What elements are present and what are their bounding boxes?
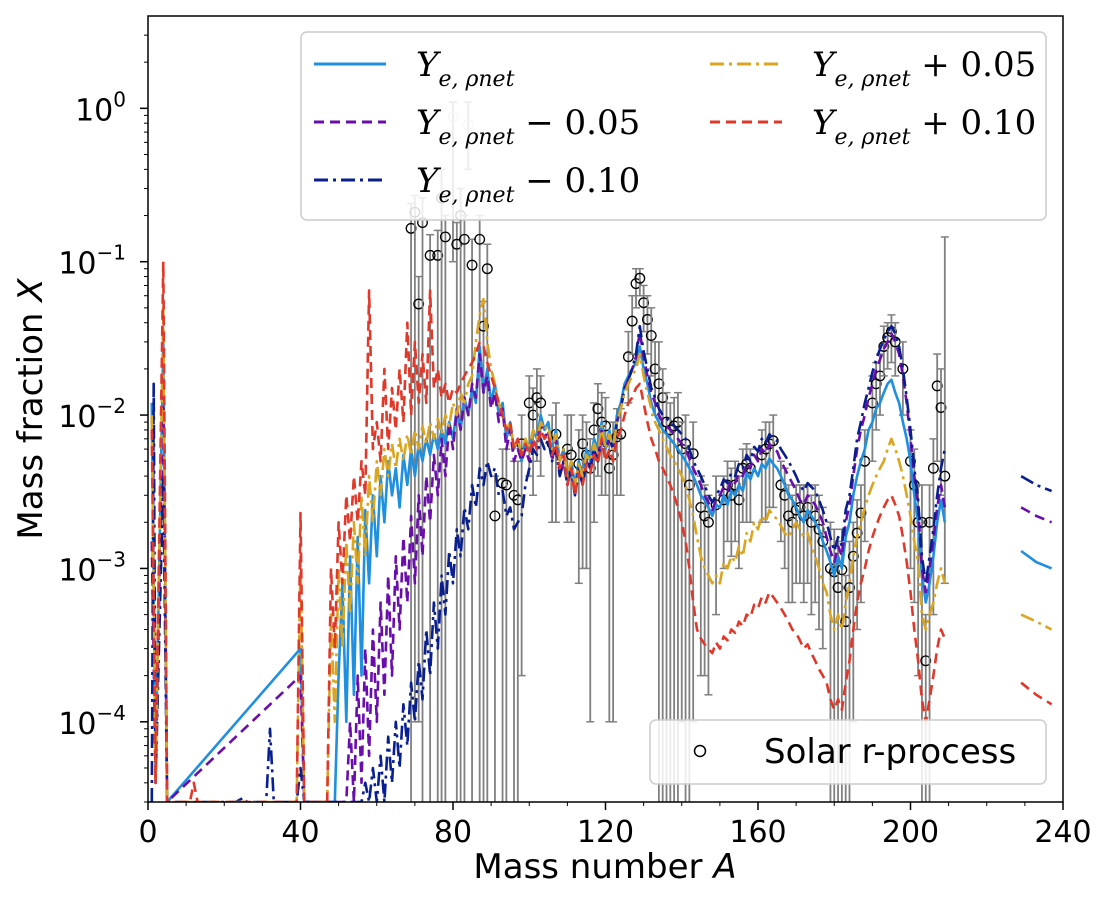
solar-point — [817, 535, 829, 547]
solar-point — [702, 516, 714, 528]
solar-point — [577, 438, 589, 450]
model-series-group — [150, 260, 1053, 802]
solar-point — [878, 341, 890, 352]
solar-point — [527, 409, 539, 421]
series-tail-5 — [1020, 681, 1053, 706]
series-line-4 — [150, 297, 947, 802]
legend-label-4: Ye, ρnet + 0.05 — [812, 45, 1036, 92]
y-tick-label: 10−1 — [58, 241, 126, 282]
legend-label-1: Ye, ρnet — [416, 45, 515, 92]
solar-point — [451, 238, 463, 250]
x-axis-ticks: 0 40 80 120 160 200 240 — [138, 802, 1092, 850]
solar-point — [699, 510, 711, 522]
solar-point — [927, 462, 939, 474]
solar-point — [733, 494, 745, 506]
series-tail-3 — [1020, 474, 1053, 493]
legend-label-3: Ye, ρnet − 0.10 — [416, 161, 640, 208]
solar-point — [481, 263, 493, 275]
y-axis-label: Mass fraction X — [11, 278, 51, 540]
series-line-5 — [150, 260, 946, 802]
solar-point — [565, 449, 577, 461]
solar-point — [500, 479, 512, 491]
series-tail-2 — [1020, 506, 1053, 524]
solar-point — [840, 616, 852, 628]
solar-point — [432, 249, 444, 261]
x-tick-label: 40 — [281, 815, 319, 850]
solar-point — [523, 397, 535, 409]
solar-legend-label: Solar r-process — [764, 732, 1016, 772]
series-line-2 — [150, 330, 947, 802]
solar-point — [424, 249, 436, 261]
solar-point — [535, 397, 547, 409]
solar-point — [920, 655, 932, 667]
solar-point — [664, 424, 676, 436]
solar-point — [466, 259, 478, 271]
solar-legend-box — [649, 719, 1047, 785]
x-tick-label: 160 — [729, 815, 786, 850]
series-tail-1 — [1020, 549, 1053, 570]
x-axis-label: Mass number A — [473, 847, 736, 887]
solar-point — [603, 462, 615, 474]
y-tick-label: 100 — [75, 87, 126, 128]
main-legend-box — [300, 31, 1047, 221]
solar-point — [668, 420, 680, 432]
solar-point — [622, 351, 634, 363]
solar-point — [588, 424, 600, 436]
x-tick-label: 80 — [434, 815, 472, 850]
x-tick-label: 0 — [138, 815, 157, 850]
solar-legend: Solar r-process — [649, 719, 1047, 785]
solar-point — [683, 479, 695, 491]
solar-point — [832, 582, 844, 594]
main-legend: Ye, ρnet Ye, ρnet − 0.05 Ye, ρnet − 0.10 Ye… — [300, 31, 1047, 221]
solar-point — [405, 222, 417, 234]
x-tick-label: 200 — [882, 815, 939, 850]
x-tick-label: 120 — [577, 815, 634, 850]
solar-legend-marker — [693, 744, 707, 758]
solar-point — [474, 233, 486, 245]
y-tick-label: 10−2 — [58, 394, 126, 435]
solar-point — [638, 297, 650, 309]
solar-point — [626, 315, 638, 327]
x-tick-label: 240 — [1034, 815, 1091, 850]
legend-label-5: Ye, ρnet + 0.10 — [812, 103, 1036, 150]
y-axis-ticks: 10−4 10−3 10−2 10−1 100 — [58, 34, 148, 803]
solar-point — [413, 298, 425, 310]
series-tail-4 — [1020, 613, 1053, 631]
solar-point — [592, 403, 604, 415]
legend-label-2: Ye, ρnet − 0.05 — [416, 103, 640, 150]
solar-point — [653, 378, 665, 390]
solar-point — [813, 523, 825, 535]
solar-point — [931, 380, 943, 392]
y-tick-label: 10−4 — [58, 701, 126, 742]
solar-point — [645, 330, 657, 341]
solar-point — [489, 510, 501, 522]
solar-point — [439, 231, 451, 243]
solar-point — [641, 314, 653, 325]
y-tick-label: 10−3 — [58, 547, 126, 588]
solar-point — [634, 272, 646, 284]
solar-point — [844, 582, 855, 594]
solar-point — [935, 402, 947, 413]
series-line-3 — [150, 324, 947, 802]
solar-point — [783, 510, 794, 522]
solar-point — [939, 470, 951, 482]
